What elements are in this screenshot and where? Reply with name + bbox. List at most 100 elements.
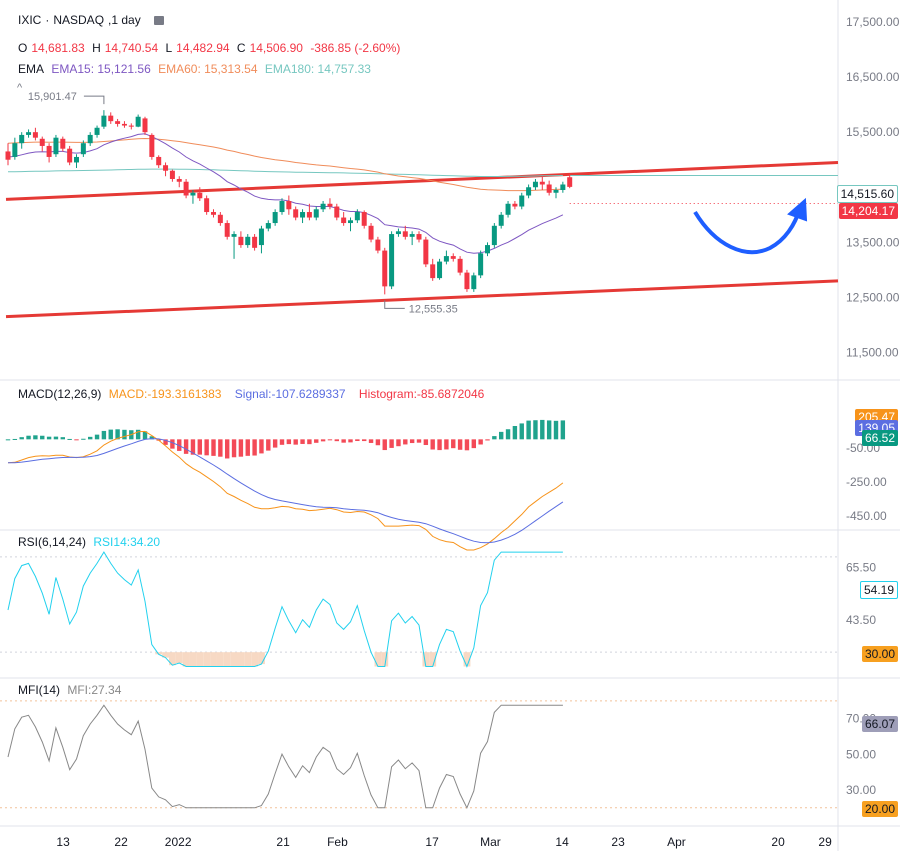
collapse-chevron-icon[interactable]: ^ [17,82,23,94]
macd-histogram-bar [327,439,333,441]
candle-body [539,181,545,185]
mfi-axis-tick: 30.00 [846,783,876,797]
rsi-oversold-fill [429,652,437,667]
macd-histogram-bar [74,439,79,441]
macd-histogram-bar [320,439,326,442]
mfi-axis-tick: 50.00 [846,747,876,761]
rsi-line [7,551,563,668]
macd-histogram-bar [362,439,367,442]
x-axis-tick: 13 [56,835,70,849]
candle-body [532,181,538,188]
low-annotation: 12,555.35 [409,303,458,315]
rsi-tag: 54.19 [859,581,898,599]
candle-body [245,236,251,246]
symbol-name[interactable]: IXIC [18,13,42,27]
macd-histogram-bar [286,439,292,445]
candle-body [368,225,374,240]
candle-body [87,134,93,144]
x-axis-tick: Apr [667,835,686,849]
macd-histogram-bar [197,439,202,455]
histogram-tag: 66.52 [861,430,898,446]
macd-histogram-bar [53,436,59,440]
candle-body [560,184,566,190]
macd-histogram-bar [5,439,11,441]
open-label: O [18,41,28,55]
macd-histogram-bar [108,429,113,440]
mfi-line [7,704,563,810]
candle-body [300,212,306,218]
macd-histogram-bar [60,437,65,440]
mfi-legend[interactable]: MFI(14) MFI:27.34 [18,683,125,697]
macd-histogram-bar [314,439,319,443]
macd-histogram-bar [94,434,100,440]
macd-histogram-bar [279,439,285,445]
macd-histogram-bar [259,439,264,454]
macd-histogram-bar [451,439,456,449]
rsi-oversold-fill [175,652,183,664]
macd-histogram-bar [560,420,566,440]
candle-body [546,184,552,193]
rsi-oversold-fill [244,652,252,667]
candle-body [238,236,244,246]
projection-arrow [693,207,802,255]
candle-body [553,190,559,193]
macd-histogram-bar [88,436,93,440]
candle-body [306,212,312,218]
signal-line [7,438,564,544]
ema-legend[interactable]: EMA EMA15: 15,121.56 EMA60: 15,313.54 EM… [18,62,375,76]
macd-histogram-bar [553,420,559,440]
macd-histogram-bar [142,431,148,440]
macd-legend[interactable]: MACD(12,26,9) MACD:-193.3161383 Signal:-… [18,387,488,401]
candle-body [567,177,573,187]
x-axis-tick: 20 [771,835,785,849]
ema180-value: EMA180: 14,757.33 [264,62,371,76]
candle-body [128,125,134,127]
candle-body [94,127,100,135]
candle-body [163,165,169,171]
candle-body [265,223,271,229]
x-axis-tick: 17 [425,835,439,849]
x-axis-tick: 23 [611,835,625,849]
candle-body [457,258,463,273]
mfi-tag: 66.07 [861,716,898,732]
macd-histogram-bar [26,435,31,440]
candle-body [121,123,127,126]
macd-histogram-bar [492,436,497,440]
candle-body [135,116,141,127]
rsi-oversold-fill [251,652,259,667]
macd-histogram-bar [355,439,360,442]
price-axis-tick: 15,500.00 [846,125,900,139]
candle-body [169,170,175,179]
candle-body [341,217,347,224]
candle-body [498,214,504,226]
rsi-legend[interactable]: RSI(6,14,24) RSI14:34.20 [18,535,164,549]
macd-histogram-bar [81,438,86,440]
rsi-oversold-fill [162,652,169,658]
macd-histogram-bar [485,439,490,441]
candle-body [46,145,52,157]
candle-body [334,206,340,218]
macd-histogram-bar [266,439,271,451]
macd-histogram-bar [409,439,415,444]
candle-body [443,256,449,262]
menu-icon[interactable] [154,16,165,26]
candle-body [286,201,292,210]
macd-histogram-bar [471,439,476,449]
price-axis-tick: 13,500.00 [846,235,900,249]
symbol-interval[interactable]: 1 day [111,13,141,27]
macd-label: MACD(12,26,9) [18,387,102,401]
candle-body [217,214,223,224]
candle-body [409,234,415,237]
candle-body [293,209,299,218]
candle-body [258,228,264,246]
x-axis-tick: Mar [480,835,501,849]
macd-histogram-bar [163,439,168,445]
high-label: H [92,41,101,55]
candle-body [5,151,11,160]
rsi-oversold-fill [189,652,197,667]
rsi-oversold-fill [182,652,190,667]
low-label: L [165,41,173,55]
candle-body [450,256,456,259]
macd-histogram-bar [389,439,394,448]
